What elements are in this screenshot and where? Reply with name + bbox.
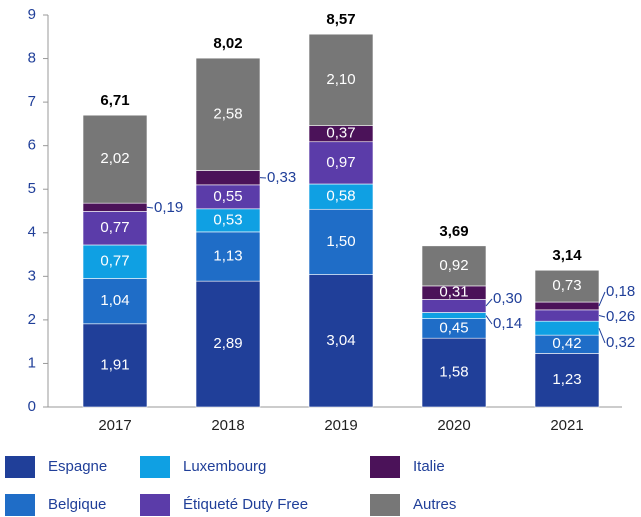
value-label: 0,31 — [439, 284, 468, 301]
x-tick-label: 2018 — [211, 417, 244, 434]
value-label: 0,30 — [493, 290, 522, 307]
value-label: 2,10 — [326, 71, 355, 88]
value-label: 2,58 — [213, 105, 242, 122]
bar-segment — [195, 170, 261, 186]
bar-segment — [421, 312, 487, 319]
bar-segment — [195, 57, 261, 171]
legend-label: Italie — [413, 458, 445, 475]
value-label: 0,32 — [606, 334, 635, 351]
leader-line — [146, 206, 154, 209]
legend-label: Belgique — [48, 496, 106, 513]
value-label: 2,89 — [213, 335, 242, 352]
value-label: 0,18 — [606, 283, 635, 300]
value-label: 0,45 — [439, 319, 468, 336]
bar-segment — [195, 280, 261, 408]
value-label: 1,23 — [552, 371, 581, 388]
total-label: 8,02 — [213, 35, 242, 52]
bar-segment — [308, 141, 374, 185]
x-tick-label: 2017 — [98, 417, 131, 434]
x-tick-label: 2019 — [324, 417, 357, 434]
value-label: 1,04 — [100, 292, 129, 309]
bar-segment — [195, 231, 261, 282]
bar-segment — [82, 202, 148, 212]
y-tick-label: 8 — [28, 50, 36, 67]
x-tick-label: 2021 — [550, 417, 583, 434]
value-label: 0,73 — [552, 277, 581, 294]
value-label: 0,37 — [326, 125, 355, 142]
legend-label: Espagne — [48, 458, 107, 475]
value-label: 2,02 — [100, 150, 129, 167]
total-label: 8,57 — [326, 11, 355, 28]
leader-line — [485, 298, 493, 307]
value-label: 0,92 — [439, 257, 468, 274]
y-tick-label: 3 — [28, 267, 36, 284]
y-tick-label: 5 — [28, 180, 36, 197]
y-tick-label: 9 — [28, 6, 36, 23]
y-tick-label: 7 — [28, 93, 36, 110]
value-label: 1,50 — [326, 233, 355, 250]
value-label: 0,97 — [326, 154, 355, 171]
legend-label: Autres — [413, 496, 456, 513]
value-label: 0,77 — [100, 219, 129, 236]
bar-segment — [82, 323, 148, 408]
value-label: 0,42 — [552, 335, 581, 352]
bar-segment — [308, 208, 374, 275]
y-tick-label: 6 — [28, 137, 36, 154]
value-label: 1,91 — [100, 356, 129, 373]
legend-swatch — [140, 456, 170, 478]
value-label: 0,53 — [213, 211, 242, 228]
leader-line — [598, 315, 606, 318]
total-label: 6,71 — [100, 92, 129, 109]
bar-segment — [308, 183, 374, 210]
value-label: 0,33 — [267, 169, 296, 186]
value-label: 0,58 — [326, 188, 355, 205]
legend-swatch — [140, 494, 170, 516]
bar-segment — [534, 301, 600, 311]
value-label: 0,26 — [606, 308, 635, 325]
bar-segment — [534, 353, 600, 408]
leader-line — [485, 315, 493, 325]
value-label: 1,58 — [439, 364, 468, 381]
bar-segment — [534, 309, 600, 322]
total-label: 3,14 — [552, 247, 582, 264]
y-tick-label: 2 — [28, 311, 36, 328]
leader-line — [598, 291, 606, 307]
total-label: 3,69 — [439, 223, 468, 240]
value-label: 1,13 — [213, 247, 242, 264]
bar-segment — [421, 299, 487, 313]
legend-swatch — [5, 456, 35, 478]
legend-label: Luxembourg — [183, 458, 266, 475]
legend-label: Étiqueté Duty Free — [183, 496, 308, 513]
y-tick-label: 0 — [28, 398, 36, 415]
legend-swatch — [370, 456, 400, 478]
bar-segment — [82, 114, 148, 204]
bar-segment — [308, 33, 374, 126]
bar-segment — [421, 337, 487, 408]
value-label: 0,19 — [154, 199, 183, 216]
legend-swatch — [5, 494, 35, 516]
leader-line — [598, 327, 606, 344]
value-label: 0,77 — [100, 253, 129, 270]
bar-segment — [308, 274, 374, 408]
bar-segment — [82, 278, 148, 325]
value-label: 0,14 — [493, 315, 522, 332]
x-tick-label: 2020 — [437, 417, 470, 434]
legend-swatch — [370, 494, 400, 516]
value-label: 3,04 — [326, 332, 355, 349]
bar-segment — [421, 245, 487, 287]
bar-segment — [534, 320, 600, 336]
y-tick-label: 1 — [28, 354, 36, 371]
bar-segment — [534, 269, 600, 303]
value-label: 0,55 — [213, 188, 242, 205]
y-tick-label: 4 — [28, 224, 36, 241]
